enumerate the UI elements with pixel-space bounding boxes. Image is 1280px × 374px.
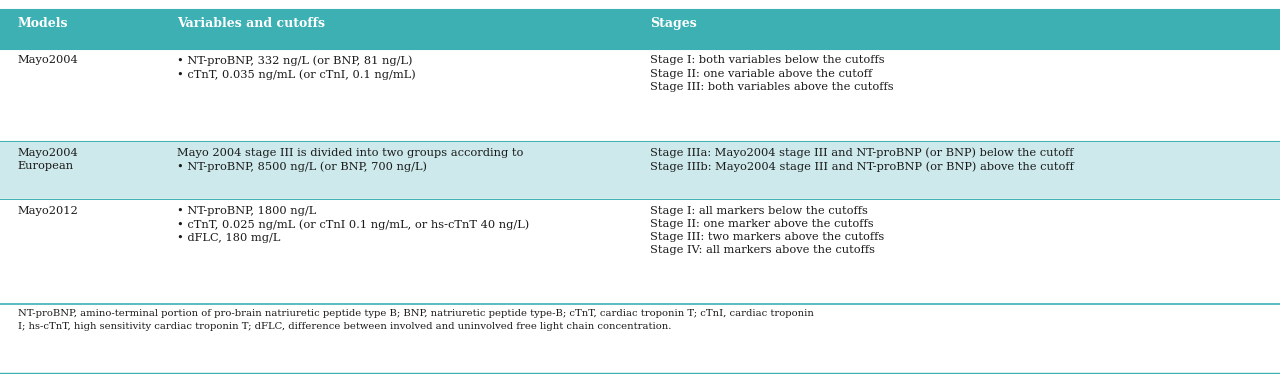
Bar xyxy=(0,49,1280,141)
Text: • NT-proBNP, 1800 ng/L
• cTnT, 0.025 ng/mL (or cTnI 0.1 ng/mL, or hs-cTnT 40 ng/: • NT-proBNP, 1800 ng/L • cTnT, 0.025 ng/… xyxy=(177,206,529,243)
Text: Stage I: both variables below the cutoffs
Stage II: one variable above the cutof: Stage I: both variables below the cutoff… xyxy=(650,55,893,92)
Text: Stage IIIa: Mayo2004 stage III and NT-proBNP (or BNP) below the cutoff
Stage III: Stage IIIa: Mayo2004 stage III and NT-pr… xyxy=(650,148,1074,172)
Text: Mayo2004
European: Mayo2004 European xyxy=(18,148,78,171)
Bar xyxy=(0,304,1280,374)
Text: Stage I: all markers below the cutoffs
Stage II: one marker above the cutoffs
St: Stage I: all markers below the cutoffs S… xyxy=(650,206,884,255)
Text: NT-proBNP, amino-terminal portion of pro-brain natriuretic peptide type B; BNP, : NT-proBNP, amino-terminal portion of pro… xyxy=(18,309,814,331)
Bar xyxy=(0,10,1280,49)
Text: Stages: Stages xyxy=(650,17,698,30)
Text: Models: Models xyxy=(18,17,68,30)
Bar xyxy=(0,141,1280,199)
Text: Variables and cutoffs: Variables and cutoffs xyxy=(177,17,325,30)
Text: • NT-proBNP, 332 ng/L (or BNP, 81 ng/L)
• cTnT, 0.035 ng/mL (or cTnI, 0.1 ng/mL): • NT-proBNP, 332 ng/L (or BNP, 81 ng/L) … xyxy=(177,55,416,80)
Text: Mayo2012: Mayo2012 xyxy=(18,206,78,216)
Bar xyxy=(0,199,1280,304)
Text: Mayo2004: Mayo2004 xyxy=(18,55,78,65)
Text: Mayo 2004 stage III is divided into two groups according to
• NT-proBNP, 8500 ng: Mayo 2004 stage III is divided into two … xyxy=(177,148,524,172)
